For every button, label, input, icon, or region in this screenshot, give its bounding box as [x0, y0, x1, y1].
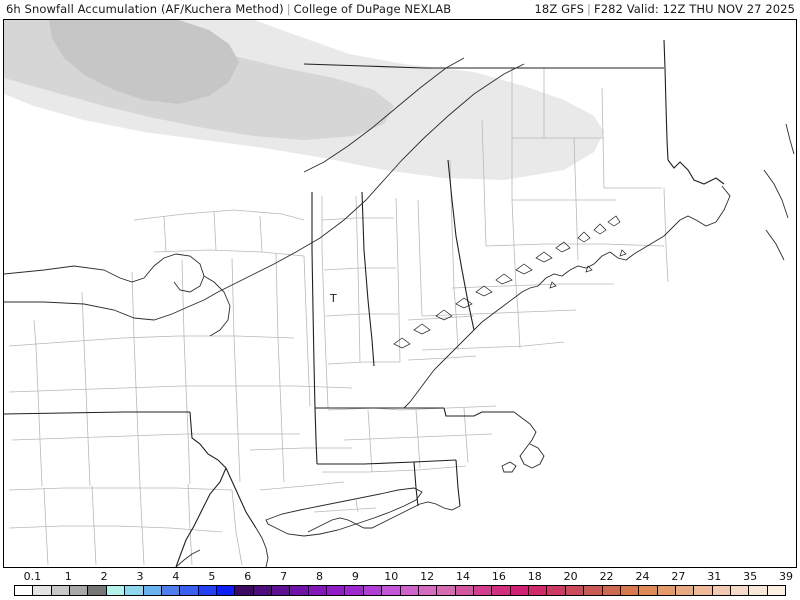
- colorbar-cell[interactable]: [327, 586, 346, 595]
- colorbar-tick-label: 0.1: [23, 570, 42, 583]
- colorbar-cell[interactable]: [455, 586, 474, 595]
- state-boundaries-layer: [4, 39, 725, 567]
- colorbar-cell[interactable]: [106, 586, 126, 595]
- colorbar-tick-label: 39: [779, 570, 793, 583]
- colorbar-cell[interactable]: [308, 586, 328, 595]
- colorbar-cell[interactable]: [125, 586, 144, 595]
- colorbar-cell[interactable]: [547, 586, 566, 595]
- colorbar-tick-label: 35: [743, 570, 758, 583]
- colorbar-cell[interactable]: [382, 586, 401, 595]
- colorbar-cell[interactable]: [510, 586, 530, 595]
- colorbar-cell[interactable]: [253, 586, 273, 595]
- colorbar-cell[interactable]: [749, 586, 768, 595]
- colorbar-tick-label: 9: [351, 570, 359, 583]
- shade-dark-gray-region: [49, 20, 239, 104]
- colorbar-tick-label: 1: [64, 570, 72, 583]
- colorbar-cell[interactable]: [602, 586, 621, 595]
- colorbar[interactable]: 0.1 1 2 3 4 5 6 7 8 9 10 12 14 16 18 20 22 24 27 31 35 39: [0, 570, 800, 600]
- valid-time-label: F282 Valid: 12Z THU NOV 27 2025: [593, 2, 795, 16]
- colorbar-swatches[interactable]: [14, 585, 786, 596]
- colorbar-cell[interactable]: [418, 586, 438, 595]
- colorbar-cell[interactable]: [400, 586, 419, 595]
- colorbar-cell[interactable]: [33, 586, 52, 595]
- colorbar-tick-label: 16: [491, 570, 506, 583]
- model-run-label: 18Z GFS: [534, 2, 584, 16]
- colorbar-tick-label: 14: [456, 570, 471, 583]
- colorbar-cell[interactable]: [161, 586, 181, 595]
- colorbar-cell[interactable]: [584, 586, 603, 595]
- colorbar-cell[interactable]: [363, 586, 383, 595]
- colorbar-cell[interactable]: [70, 586, 89, 595]
- colorbar-cell[interactable]: [143, 586, 162, 595]
- colorbar-tick-labels: 0.1 1 2 3 4 5 6 7 8 9 10 12 14 16 18 20 22 24 27 31 35 39: [14, 570, 793, 584]
- colorbar-cell[interactable]: [675, 586, 695, 595]
- colorbar-cell[interactable]: [180, 586, 199, 595]
- colorbar-cell[interactable]: [290, 586, 309, 595]
- colorbar-cell[interactable]: [15, 586, 34, 595]
- colorbar-cell[interactable]: [437, 586, 456, 595]
- colorbar-cell[interactable]: [272, 586, 291, 595]
- map-edge-layer: [785, 123, 795, 155]
- colorbar-tick-label: 24: [635, 570, 650, 583]
- colorbar-tick-label: 7: [280, 570, 288, 583]
- coastline-layer: [4, 57, 789, 567]
- map-canvas[interactable]: [4, 20, 796, 567]
- colorbar-cell[interactable]: [712, 586, 732, 595]
- colorbar-cell[interactable]: [620, 586, 640, 595]
- snowfall-shading-layer: [4, 20, 604, 180]
- colorbar-tick-label: 3: [136, 570, 144, 583]
- colorbar-tick-label: 20: [563, 570, 578, 583]
- map-panel[interactable]: T: [3, 19, 797, 568]
- colorbar-cell[interactable]: [492, 586, 511, 595]
- product-title: 6h Snowfall Accumulation (AF/Kuchera Met…: [6, 2, 284, 16]
- colorbar-tick-label: 12: [420, 570, 435, 583]
- colorbar-cell[interactable]: [639, 586, 658, 595]
- colorbar-cell[interactable]: [198, 586, 217, 595]
- colorbar-tick-label: 31: [707, 570, 722, 583]
- header-left-text: 6h Snowfall Accumulation (AF/Kuchera Met…: [6, 2, 451, 16]
- colorbar-tick-label: 18: [527, 570, 542, 583]
- colorbar-tick-label: 22: [599, 570, 614, 583]
- colorbar-cell[interactable]: [565, 586, 585, 595]
- colorbar-cell[interactable]: [767, 586, 786, 595]
- header-separator-2: |: [587, 2, 591, 16]
- colorbar-cell[interactable]: [345, 586, 364, 595]
- colorbar-cell[interactable]: [657, 586, 676, 595]
- colorbar-tick-label: 5: [208, 570, 216, 583]
- header-separator-1: |: [286, 2, 291, 16]
- colorbar-tick-label: 27: [671, 570, 686, 583]
- trace-label-vermont: T: [330, 292, 337, 305]
- header-bar: 6h Snowfall Accumulation (AF/Kuchera Met…: [0, 0, 800, 19]
- colorbar-cell[interactable]: [88, 586, 107, 595]
- colorbar-tick-label: 4: [172, 570, 180, 583]
- colorbar-tick-label: 8: [315, 570, 323, 583]
- colorbar-tick-label: 10: [384, 570, 399, 583]
- colorbar-cell[interactable]: [216, 586, 236, 595]
- header-right-text: 18Z GFS | F282 Valid: 12Z THU NOV 27 2025: [535, 2, 796, 16]
- coastline-detail-layer: [393, 215, 627, 349]
- source-label: College of DuPage NEXLAB: [293, 2, 452, 16]
- county-boundaries-layer: [8, 68, 669, 566]
- colorbar-cell[interactable]: [235, 586, 254, 595]
- colorbar-cell[interactable]: [529, 586, 548, 595]
- colorbar-cell[interactable]: [731, 586, 750, 595]
- colorbar-cell[interactable]: [51, 586, 71, 595]
- colorbar-cell[interactable]: [473, 586, 493, 595]
- colorbar-tick-label: 6: [244, 570, 252, 583]
- colorbar-tick-label: 2: [100, 570, 108, 583]
- colorbar-cell[interactable]: [694, 586, 713, 595]
